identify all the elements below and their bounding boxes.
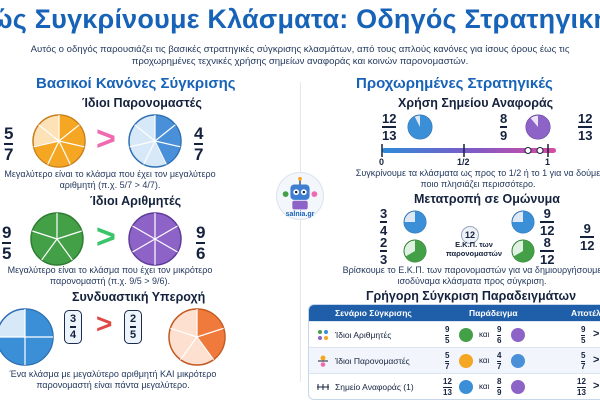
row-result-symbol: >: [593, 328, 600, 340]
fraction-8-12: 8 12: [540, 235, 555, 267]
mini-pie-purple: [511, 380, 525, 394]
column-scenario: Σενάριο Σύγκρισης: [335, 308, 412, 318]
benchmark-heading: Χρήση Σημείου Αναφοράς: [398, 96, 554, 110]
number-line: [381, 144, 556, 157]
row-label: Ίδιοι Αριθμητές: [335, 330, 392, 340]
lcm-label: Ε.Κ.Π. των παρονομαστών: [445, 240, 503, 258]
common-denominator-caption: Βρίσκουμε το Ε.Κ.Π. των παρονομαστών για…: [342, 265, 600, 286]
tick-1: 1: [545, 157, 551, 167]
tick-0: 0: [379, 157, 385, 167]
mascot-brand-label: salnia.gr: [285, 211, 315, 218]
fraction-9-12: 9 12: [540, 206, 555, 238]
intro-text: Αυτός ο οδηγός παρουσιάζει τις βασικές σ…: [30, 44, 570, 67]
fraction-9-12-result: 9 12: [580, 221, 595, 253]
column-result: Αποτέλ: [571, 308, 600, 318]
pie-2-of-3-small: [403, 239, 427, 263]
pie-3-of-4-small: [403, 210, 427, 234]
robot-mascot-icon: [276, 172, 324, 220]
mini-pie-orange: [459, 354, 473, 368]
mini-pie-blue: [459, 380, 473, 394]
same-numerators-heading: Ίδιοι Αριθμητές: [90, 194, 182, 208]
fraction-12-13-end: 12 13: [578, 111, 593, 143]
pie-8-of-12: [511, 239, 535, 263]
row-label: Ίδιοι Παρονομαστές: [335, 356, 410, 366]
quick-comparison-heading: Γρήγορη Σύγκριση Παραδειγμάτων: [366, 289, 577, 303]
pie-sixths: [128, 212, 182, 266]
pie-5-of-7: [32, 114, 86, 168]
basic-rules-heading: Βασικοί Κανόνες Σύγκρισης: [36, 75, 236, 92]
combined-caption: Ένα κλάσμα με μεγαλύτερο αριθμητή ΚΑΙ μι…: [9, 369, 217, 390]
mini-pie-blue: [511, 354, 525, 368]
stacked-fraction-icon: [318, 355, 328, 367]
advanced-strategies-heading: Προχωρημένες Στρατηγικές: [356, 75, 553, 92]
connector-text: και: [479, 330, 490, 339]
connector-text: και: [479, 356, 490, 365]
table-header: Σενάριο Σύγκρισης Παράδειγμα Αποτέλ: [309, 305, 600, 321]
common-denominator-heading: Μετατροπή σε Ομώνυμα: [414, 192, 560, 206]
pie-2-of-5: [168, 308, 226, 366]
mini-pie-purple: [511, 328, 525, 342]
tick-half: 1/2: [457, 157, 470, 167]
greater-than-symbol-3: >: [96, 308, 113, 339]
pie-8-of-9: [525, 114, 551, 140]
page-title: ώς Συγκρίνουμε Κλάσματα: Οδηγός Στρατηγι…: [0, 4, 600, 34]
fraction-12-13: 12 13: [382, 111, 397, 143]
row-result-symbol: >: [593, 380, 600, 392]
row-result-fraction: 12 13: [577, 377, 586, 397]
pie-12-of-13: [407, 114, 433, 140]
column-example: Παράδειγμα: [469, 308, 518, 318]
greater-than-symbol-2: >: [96, 218, 116, 256]
lcm-number: 12: [461, 226, 479, 244]
quick-comparison-table: Σενάριο Σύγκρισης Παράδειγμα Αποτέλ Ίδιο…: [308, 304, 600, 400]
combined-heading: Συνδυαστική Υπεροχή: [72, 290, 206, 304]
mini-pie-green: [459, 328, 473, 342]
same-numerators-caption: Μεγαλύτερο είναι το κλάσμα που έχει τον …: [7, 265, 213, 286]
connector-text: και: [479, 382, 490, 391]
greater-than-symbol: >: [96, 120, 116, 158]
column-divider: [300, 82, 301, 382]
dots-icon: [318, 330, 328, 340]
pie-4-of-7: [128, 114, 182, 168]
same-denominators-heading: Ίδιοι Παρονομαστές: [82, 96, 202, 110]
same-denominators-caption: Μεγαλύτερο είναι το κλάσμα που έχει τον …: [4, 169, 216, 190]
number-line-icon: [317, 384, 329, 390]
pie-fifths: [30, 212, 84, 266]
row-fraction-a: 12 13: [443, 377, 452, 397]
pie-3-of-4: [0, 308, 54, 366]
benchmark-caption: Συγκρίνουμε τα κλάσματα ως προς το 1/2 ή…: [355, 168, 600, 189]
row-result-symbol: >: [593, 354, 600, 366]
row-label: Σημείο Αναφοράς (1): [335, 382, 414, 392]
pie-9-of-12: [511, 210, 535, 234]
